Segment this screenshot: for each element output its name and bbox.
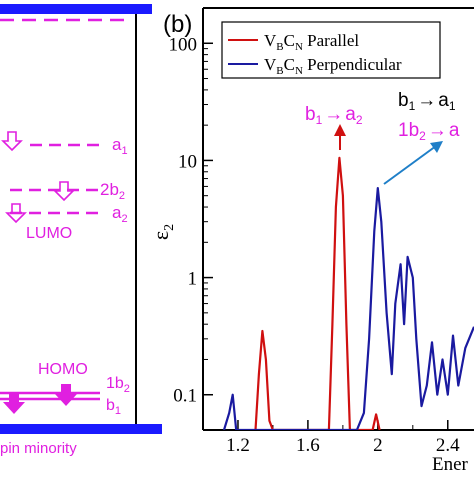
series-line-1 bbox=[254, 156, 381, 430]
blue-arrow-head-icon bbox=[430, 141, 443, 153]
y-tick-label: 1 bbox=[188, 269, 198, 290]
y-axis-label: ε2 bbox=[148, 224, 177, 240]
transition-annotation: b1 → a1 bbox=[398, 90, 456, 113]
hollow-arrow-icon bbox=[1, 131, 23, 152]
hollow-arrow-icon bbox=[5, 203, 27, 224]
transition-annotation: b1 → a2 bbox=[305, 104, 363, 127]
legend-entry: VBCN Perpendicular bbox=[264, 55, 402, 77]
x-tick-label: 1.6 bbox=[296, 435, 320, 456]
filled-arrow-icon bbox=[55, 384, 77, 406]
level-label-3: a2 bbox=[112, 203, 128, 225]
y-tick-label: 10 bbox=[178, 151, 197, 172]
y-tick-label: 0.1 bbox=[173, 386, 197, 407]
level-label-5: b1 bbox=[106, 397, 121, 417]
homo-label: HOMO bbox=[38, 361, 88, 378]
level-label-1: a1 bbox=[112, 135, 128, 157]
x-tick-label: 2 bbox=[373, 435, 383, 456]
spin-minority-label: pin minority bbox=[0, 440, 77, 457]
conduction-band-top bbox=[0, 4, 152, 14]
x-tick-label: 1.2 bbox=[226, 435, 250, 456]
legend-entry: VBCN Parallel bbox=[264, 31, 359, 53]
y-tick-label: 100 bbox=[169, 34, 198, 55]
series-line-2 bbox=[222, 187, 474, 430]
valence-band-bottom bbox=[0, 424, 162, 434]
lumo-label: LUMO bbox=[26, 225, 72, 242]
legend-box bbox=[221, 21, 441, 79]
level-label-2: 2b2 bbox=[100, 180, 125, 202]
x-axis-label: Ener bbox=[432, 454, 469, 474]
filled-arrow-icon bbox=[3, 392, 25, 414]
hollow-arrow-icon bbox=[53, 181, 75, 202]
x-tick-label: 2.4 bbox=[436, 435, 460, 456]
panel-label: (b) bbox=[163, 11, 192, 38]
level-label-4: 1b2 bbox=[106, 375, 130, 395]
transition-annotation: 1b2 → a bbox=[398, 120, 460, 143]
red-arrow-head-icon bbox=[334, 124, 346, 136]
blue-arrow-shaft bbox=[383, 145, 437, 185]
